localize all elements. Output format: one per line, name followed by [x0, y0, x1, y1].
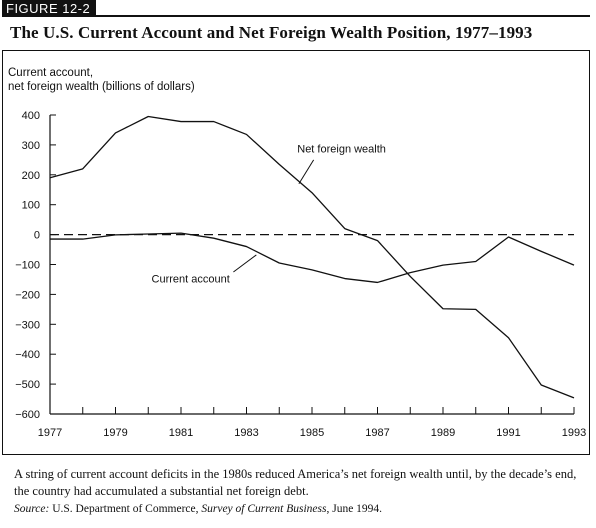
x-tick-label: 1981: [169, 427, 193, 439]
x-tick-label: 1991: [496, 427, 520, 439]
source-text: U.S. Department of Commerce,: [52, 503, 199, 515]
frame-left-border: [2, 50, 3, 454]
x-tick-label: 1989: [431, 427, 455, 439]
frame-right-border: [589, 50, 590, 454]
figure-title: The U.S. Current Account and Net Foreign…: [10, 23, 533, 42]
y-tick-label: −200: [15, 289, 40, 301]
y-tick-label: 300: [22, 140, 40, 152]
y-axis-label-line2: net foreign wealth (billions of dollars): [8, 81, 195, 93]
frame-top-border: [2, 50, 590, 51]
figure-source: Source: U.S. Department of Commerce, Sur…: [14, 503, 382, 515]
x-tick-label: 1987: [365, 427, 389, 439]
y-tick-label: −400: [15, 349, 40, 361]
net-foreign-wealth-leader: [298, 159, 315, 185]
y-tick-label: 100: [22, 200, 40, 212]
x-tick-label: 1983: [234, 427, 258, 439]
x-tick-label: 1979: [103, 427, 127, 439]
y-tick-label: −100: [15, 260, 40, 272]
figure-tag: FIGURE 12-2: [2, 0, 97, 17]
y-tick-label: 200: [22, 170, 40, 182]
current-account-label: Current account: [152, 273, 230, 285]
frame-bottom-border: [2, 454, 590, 455]
y-axis-label-line1: Current account,: [8, 67, 94, 79]
source-publication: Survey of Current Business: [201, 503, 327, 515]
current-account-leader: [233, 254, 257, 273]
current-account-line: [50, 232, 575, 284]
y-tick-label: −600: [15, 409, 40, 421]
y-tick-label: 0: [34, 230, 40, 242]
x-tick-label: 1985: [300, 427, 324, 439]
y-tick-label: 400: [22, 110, 40, 122]
source-label: Source:: [14, 503, 50, 515]
y-tick-label: −500: [15, 379, 40, 391]
y-axis-label: Current account, net foreign wealth (bil…: [8, 66, 195, 94]
source-date: , June 1994.: [326, 503, 383, 515]
net-foreign-wealth-label: Net foreign wealth: [297, 143, 386, 155]
figure-tag-rule: [2, 15, 590, 17]
y-tick-label: −300: [15, 319, 40, 331]
figure-caption: A string of current account deficits in …: [14, 467, 577, 498]
x-tick-label: 1977: [38, 427, 62, 439]
net-foreign-wealth-line: [49, 115, 575, 399]
x-tick-label: 1993: [562, 427, 586, 439]
